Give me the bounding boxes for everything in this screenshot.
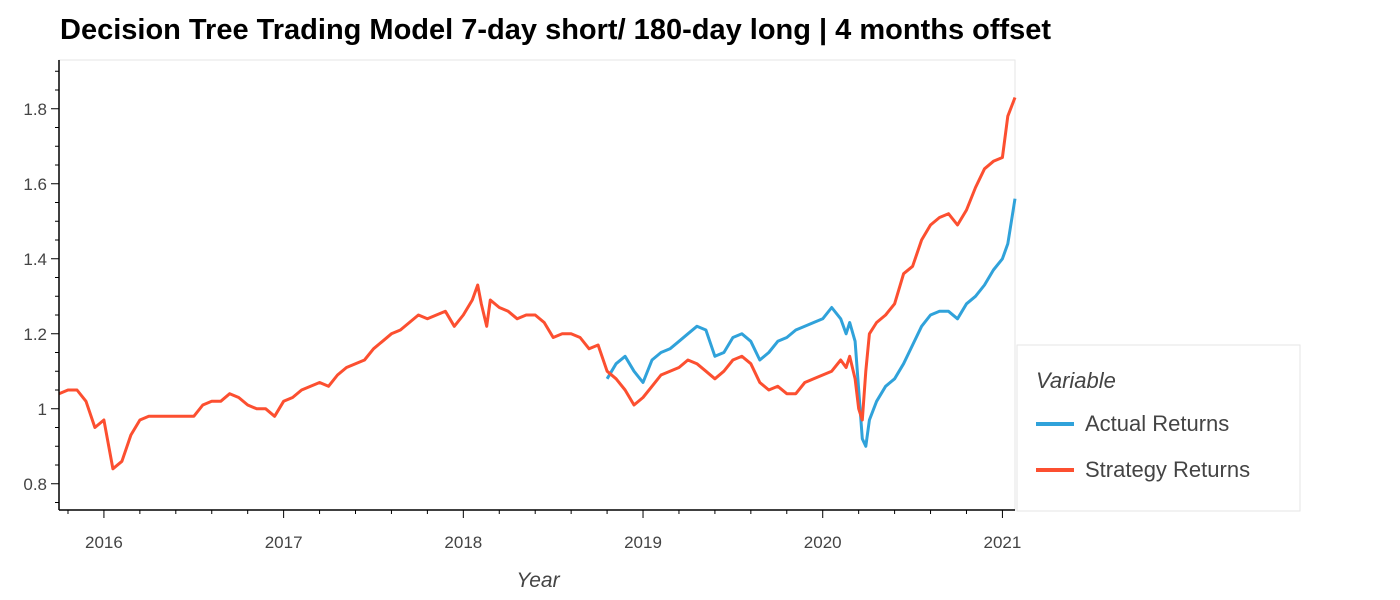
series-line-actual-returns <box>605 198 1017 448</box>
chart-title: Decision Tree Trading Model 7-day short/… <box>60 14 1052 46</box>
x-tick-label: 2018 <box>444 533 482 552</box>
y-tick-label: 1.4 <box>23 250 47 269</box>
x-tick-label: 2019 <box>624 533 662 552</box>
x-axis-ticks: 2016 2017 2018 2019 2020 2021 <box>67 510 1022 552</box>
x-axis-title: Year <box>516 569 560 592</box>
series-line-strategy-returns <box>58 96 1017 471</box>
y-tick-label: 1 <box>38 400 47 419</box>
series-layer <box>58 96 1017 471</box>
legend-label-actual-returns: Actual Returns <box>1085 411 1229 436</box>
x-tick-label: 2016 <box>85 533 123 552</box>
y-tick-label: 0.8 <box>23 475 47 494</box>
plot-frame <box>58 59 1016 511</box>
x-tick-label: 2020 <box>804 533 842 552</box>
legend-box <box>1016 344 1301 512</box>
legend-title: Variable <box>1036 368 1116 393</box>
legend: Variable Actual Returns Strategy Returns <box>1016 344 1301 512</box>
y-axis-ticks: 0.8 1 1.2 1.4 1.6 1.8 <box>23 70 59 503</box>
y-tick-label: 1.2 <box>23 325 47 344</box>
x-tick-label: 2017 <box>265 533 303 552</box>
legend-label-strategy-returns: Strategy Returns <box>1085 457 1250 482</box>
x-tick-label: 2021 <box>984 533 1022 552</box>
y-tick-label: 1.6 <box>23 175 47 194</box>
y-tick-label: 1.8 <box>23 100 47 119</box>
